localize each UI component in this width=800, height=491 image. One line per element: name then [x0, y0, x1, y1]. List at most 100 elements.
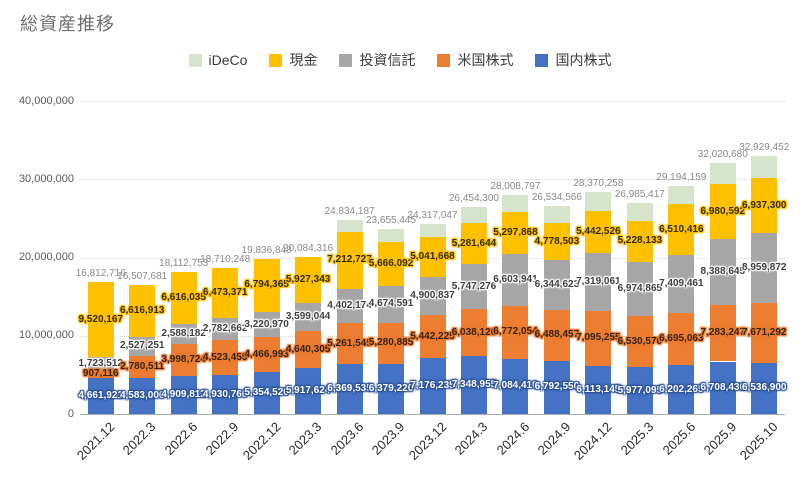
segment-label-米国株式: 6,695,063 [659, 333, 704, 345]
bar-segment-投資信託 [751, 232, 778, 303]
bar-segment-投資信託 [295, 303, 322, 332]
bar-segment-米国株式 [585, 310, 612, 367]
segment-label-現金: 6,510,416 [659, 223, 704, 235]
segment-label-国内株式: 4,930,760 [202, 388, 248, 400]
bar-segment-米国株式 [295, 331, 322, 368]
total-label: 24,317,047 [407, 209, 458, 221]
y-axis-label: 30,000,000 [18, 172, 74, 185]
x-axis-label: 2025.3 [617, 419, 657, 458]
x-axis-label: 2024.9 [534, 419, 574, 458]
bar-segment-iDeCo [336, 219, 363, 233]
bar-segment-iDeCo [502, 194, 529, 213]
segment-label-米国株式: 6,530,570 [617, 335, 663, 347]
total-label: 29,194,159 [656, 171, 707, 183]
bar-segment-投資信託 [543, 260, 570, 311]
legend-item-3: 米国株式 [437, 50, 513, 70]
segment-label-投資信託: 5,747,276 [451, 280, 497, 292]
segment-label-投資信託: 6,344,623 [534, 279, 580, 291]
bar-segment-投資信託 [212, 318, 239, 340]
segment-label-投資信託: 3,599,044 [285, 311, 331, 323]
segment-label-投資信託: 8,959,872 [742, 261, 787, 273]
x-axis-label: 2022.12 [239, 419, 284, 463]
segment-label-国内株式: 5,354,520 [244, 387, 289, 399]
x-axis-label: 2023.9 [368, 419, 408, 458]
segment-label-投資信託: 2,527,251 [119, 340, 165, 352]
bar-segment-現金 [668, 204, 695, 256]
y-axis-label: 10,000,000 [18, 329, 74, 342]
total-label: 32,020,680 [697, 149, 748, 161]
legend-item-0: iDeCo [188, 52, 247, 68]
segment-label-国内株式: 6,202,265 [659, 383, 704, 395]
bar-segment-現金 [419, 237, 446, 277]
legend-swatch-icon [269, 53, 283, 67]
legend-label: 国内株式 [555, 52, 612, 68]
segment-label-米国株式: 7,095,255 [576, 332, 621, 344]
segment-label-投資信託: 6,603,941 [493, 273, 538, 285]
bar-segment-米国株式 [502, 305, 529, 359]
segment-label-投資信託: 6,974,865 [617, 282, 663, 294]
bar-segment-iDeCo [378, 228, 405, 242]
bar-segment-投資信託 [709, 238, 736, 305]
bar-segment-投資信託 [87, 356, 114, 371]
bar-segment-米国株式 [709, 304, 736, 362]
legend-swatch-icon [437, 53, 451, 67]
bar-segment-iDeCo [585, 192, 612, 211]
bar-segment-現金 [751, 178, 778, 233]
segment-label-国内株式: 7,176,235 [410, 379, 455, 391]
total-label: 26,454,300 [448, 192, 499, 204]
segment-label-投資信託: 4,900,837 [410, 290, 455, 302]
bar-segment-現金 [460, 222, 487, 265]
bar-segment-iDeCo [709, 163, 736, 185]
segment-label-現金: 6,616,913 [119, 304, 165, 316]
segment-label-現金: 5,927,343 [285, 274, 331, 286]
bar-segment-国内株式 [295, 367, 322, 414]
bar-segment-米国株式 [129, 356, 156, 379]
segment-label-米国株式: 5,261,545 [327, 337, 372, 349]
bar-segment-投資信託 [170, 324, 197, 345]
gridline [80, 101, 785, 102]
bar-segment-国内株式 [543, 360, 570, 414]
bar-segment-国内株式 [751, 362, 778, 414]
bar-segment-米国株式 [253, 337, 280, 373]
bar-segment-米国株式 [668, 313, 695, 366]
bar-segment-投資信託 [378, 286, 405, 323]
bar-segment-現金 [253, 258, 280, 312]
x-axis-line [80, 414, 785, 415]
segment-label-国内株式: 7,348,955 [451, 379, 497, 391]
bar-segment-米国株式 [460, 309, 487, 357]
bar-segment-米国株式 [87, 370, 114, 378]
bar-segment-現金 [336, 232, 363, 289]
bar-segment-国内株式 [668, 365, 695, 414]
total-label: 23,655,445 [365, 214, 417, 226]
bar-segment-投資信託 [460, 264, 487, 310]
segment-label-国内株式: 6,536,900 [742, 382, 787, 394]
bar-segment-国内株式 [87, 377, 114, 414]
bar-segment-国内株式 [502, 358, 529, 414]
total-label: 18,710,248 [200, 253, 251, 265]
gridline [80, 179, 785, 181]
segment-label-現金: 6,980,592 [700, 205, 746, 217]
legend-swatch-icon [188, 53, 202, 67]
segment-label-投資信託: 7,409,461 [659, 278, 704, 290]
segment-label-米国株式: 7,671,292 [742, 326, 787, 338]
bar-segment-iDeCo [668, 185, 695, 205]
total-label: 28,008,797 [490, 180, 541, 192]
segment-label-米国株式: 4,640,305 [285, 343, 331, 355]
x-axis-label: 2024.3 [451, 419, 491, 458]
bar-segment-国内株式 [253, 372, 280, 414]
segment-label-投資信託: 4,402,174 [327, 299, 372, 311]
bar-segment-米国株式 [212, 340, 239, 376]
segment-label-投資信託: 7,319,061 [576, 276, 621, 287]
bar-segment-iDeCo [419, 223, 446, 238]
x-axis-label: 2022.9 [203, 419, 242, 458]
x-axis-label: 2023.3 [285, 419, 325, 458]
bar-segment-現金 [378, 241, 405, 287]
bar-segment-投資信託 [668, 255, 695, 314]
bar-segment-国内株式 [212, 375, 239, 414]
bar-segment-国内株式 [336, 364, 363, 414]
total-label: 26,985,417 [614, 188, 665, 200]
segment-label-米国株式: 6,038,126 [451, 326, 497, 338]
x-axis-label: 2023.6 [327, 419, 367, 458]
segment-label-現金: 5,442,526 [576, 226, 621, 238]
bar-segment-投資信託 [502, 253, 529, 306]
